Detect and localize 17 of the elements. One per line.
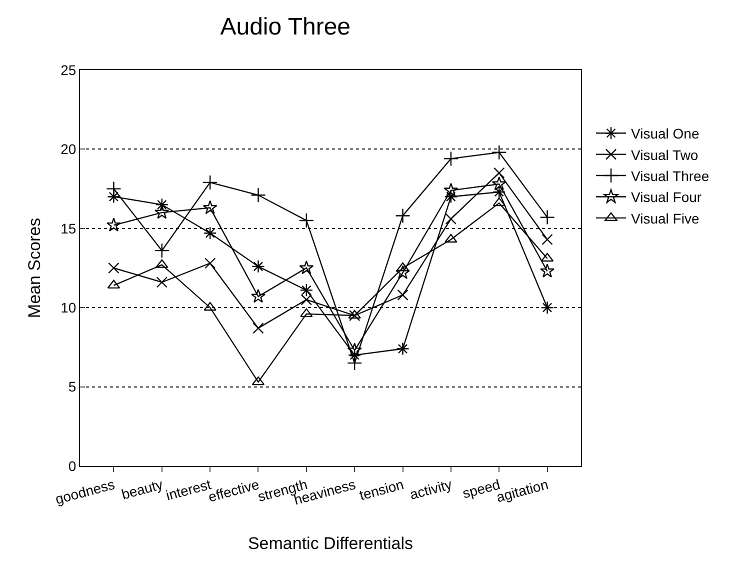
y-tick-label: 20 <box>60 141 76 158</box>
x-tick-label: tension <box>358 476 406 504</box>
legend-label: Visual One <box>631 126 700 142</box>
legend-label: Visual Two <box>631 146 698 163</box>
y-tick-label: 10 <box>60 300 76 316</box>
x-tick-label: beauty <box>120 476 164 502</box>
y-tick-label: 25 <box>60 62 76 78</box>
x-axis-title: Semantic Differentials <box>248 534 414 554</box>
legend-label: Visual Five <box>631 210 700 226</box>
chart-title: Audio Three <box>220 13 351 40</box>
legend-label: Visual Four <box>631 189 702 206</box>
y-axis-title: Mean Scores <box>25 218 44 318</box>
y-tick-label: 0 <box>68 458 76 474</box>
legend-label: Visual Three <box>631 168 710 184</box>
y-tick-label: 15 <box>60 220 76 236</box>
y-tick-label: 5 <box>68 378 76 395</box>
x-tick-label: activity <box>408 476 454 503</box>
